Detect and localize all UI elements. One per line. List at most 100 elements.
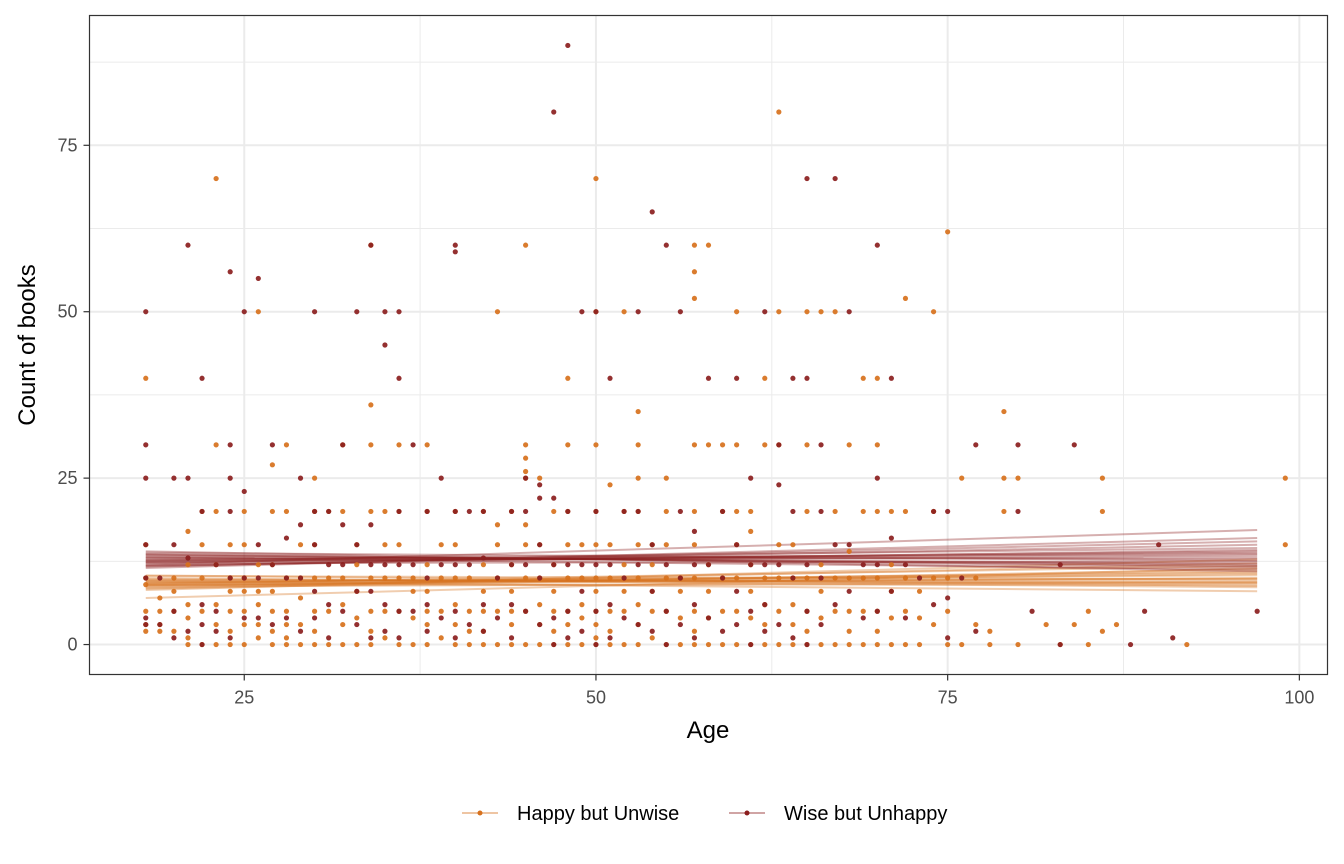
data-point <box>748 615 754 621</box>
data-point <box>326 602 332 608</box>
data-point <box>227 442 233 448</box>
data-point <box>269 641 275 648</box>
data-point <box>452 641 458 648</box>
fit-line <box>145 576 1258 586</box>
data-point <box>959 575 965 581</box>
data-point <box>776 621 782 628</box>
data-point <box>523 508 529 515</box>
data-point <box>466 621 472 628</box>
data-point <box>283 608 290 614</box>
data-point <box>396 309 402 315</box>
x-tick-label: 100 <box>1284 688 1314 708</box>
data-point <box>832 575 838 581</box>
data-point <box>311 475 318 481</box>
data-point <box>452 542 458 548</box>
data-point <box>973 575 979 581</box>
data-point <box>297 542 304 548</box>
data-point <box>354 542 360 548</box>
data-point <box>677 615 683 621</box>
data-point <box>635 562 641 568</box>
data-point <box>213 562 219 568</box>
data-point <box>269 442 275 448</box>
data-point <box>213 508 219 515</box>
data-point <box>157 621 163 628</box>
data-point <box>311 608 318 614</box>
data-point <box>663 562 669 568</box>
data-point <box>452 608 458 614</box>
data-point <box>846 442 852 448</box>
data-point <box>621 309 627 315</box>
major-gridlines <box>89 15 1328 675</box>
data-point <box>663 508 669 515</box>
data-point <box>199 508 205 515</box>
data-point <box>157 575 163 581</box>
x-axis-title: Age <box>687 717 730 744</box>
data-point <box>269 562 275 568</box>
data-point <box>790 641 796 648</box>
data-point <box>734 608 740 614</box>
data-point <box>790 602 796 608</box>
data-point <box>748 588 754 594</box>
data-point <box>508 562 515 568</box>
data-point <box>705 442 712 448</box>
data-point <box>241 615 247 621</box>
data-point <box>565 542 571 548</box>
data-point <box>818 621 824 628</box>
data-point <box>1015 475 1021 481</box>
data-point <box>396 641 402 648</box>
data-point <box>185 635 191 641</box>
data-point <box>326 641 332 648</box>
data-point <box>691 542 698 548</box>
data-point <box>185 242 191 248</box>
data-point <box>185 615 191 621</box>
data-point <box>565 562 571 568</box>
data-point <box>199 575 205 581</box>
data-point <box>1057 641 1063 648</box>
data-point <box>719 628 726 634</box>
data-point <box>649 635 655 641</box>
minor-gridlines <box>89 15 1328 675</box>
data-point <box>438 635 444 641</box>
data-point <box>832 309 838 315</box>
data-point <box>340 442 346 448</box>
fit-line <box>145 571 1258 585</box>
data-point <box>635 408 641 415</box>
data-point <box>748 508 754 515</box>
fit-line <box>145 553 1258 561</box>
data-point <box>326 562 332 568</box>
data-point <box>607 628 613 634</box>
data-point <box>340 575 346 581</box>
data-point <box>565 621 571 628</box>
data-point <box>621 588 627 594</box>
data-point <box>691 575 698 581</box>
data-point <box>438 562 444 568</box>
data-point <box>227 542 233 548</box>
data-point <box>311 588 318 594</box>
data-point <box>410 562 416 568</box>
data-point <box>551 628 557 634</box>
data-point <box>930 602 937 608</box>
data-point <box>255 575 261 581</box>
data-point <box>523 542 529 548</box>
data-point <box>424 588 430 594</box>
legend-key-dot <box>477 810 483 816</box>
data-point <box>1085 641 1091 648</box>
data-point <box>860 575 866 581</box>
data-point <box>424 562 430 568</box>
data-point <box>452 602 458 608</box>
data-point <box>1001 408 1007 415</box>
data-point <box>1142 608 1148 614</box>
data-point <box>241 542 247 548</box>
data-point <box>551 608 557 614</box>
data-point <box>551 508 557 515</box>
fit-line <box>145 549 1258 567</box>
data-point <box>523 475 529 481</box>
data-point <box>326 508 332 515</box>
data-point <box>269 628 275 634</box>
data-point <box>959 475 965 481</box>
data-point <box>705 242 712 248</box>
data-point <box>424 602 430 608</box>
data-point <box>354 641 360 648</box>
data-point <box>719 608 726 614</box>
data-point <box>1029 608 1035 614</box>
